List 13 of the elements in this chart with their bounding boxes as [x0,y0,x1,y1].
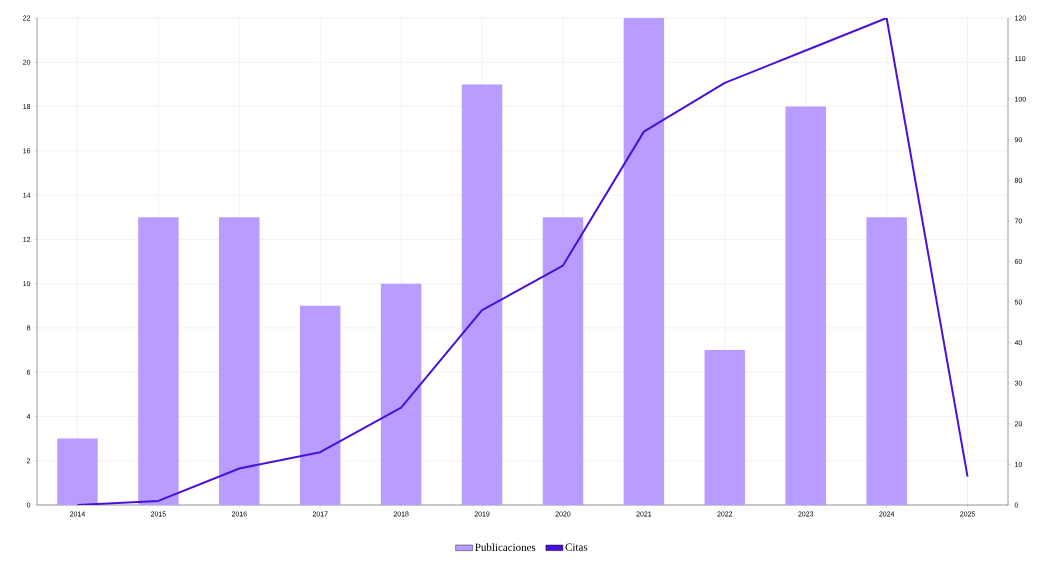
bar [461,84,503,505]
bar [542,217,584,505]
bar [785,106,826,505]
bar [219,217,260,505]
bar [299,305,341,505]
legend-label: Publicaciones [475,543,536,551]
bar [623,18,665,505]
bar [57,438,98,505]
legend-label: Citas [565,543,588,551]
bar [866,217,907,505]
bar [380,283,422,505]
bar [138,217,179,505]
bar [704,350,746,505]
